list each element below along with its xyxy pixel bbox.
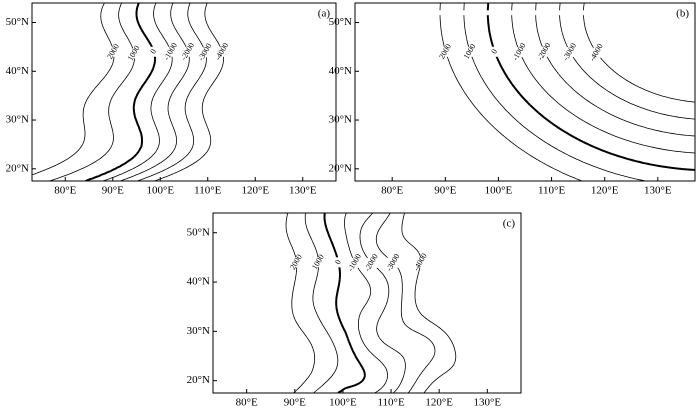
x-tick-label: 110°E [194, 185, 221, 197]
x-tick-label: 90°E [102, 185, 124, 197]
panel-label: (b) [676, 8, 689, 20]
x-tick-label: 120°E [591, 185, 619, 197]
contour-label-bg [178, 46, 199, 57]
x-tick-label: 130°E [289, 185, 317, 197]
contour-line [120, 3, 190, 181]
contour-line [32, 3, 115, 176]
contour-label-bg [534, 46, 555, 57]
panel-label-bg [310, 7, 332, 21]
x-tick-label: 110°E [538, 185, 565, 197]
contour-label-bg [161, 46, 182, 57]
contour-label-bg [361, 257, 382, 268]
y-tick-label: 50°N [6, 16, 29, 28]
plot-frame [212, 212, 522, 394]
contour-line [401, 213, 457, 393]
x-tick-label: 100°E [485, 185, 513, 197]
contour-label-bg [586, 47, 607, 58]
contour-label: 0 [333, 258, 343, 266]
contour-line [323, 213, 366, 393]
contour-label-bg [286, 257, 307, 268]
contour-line [137, 3, 207, 181]
x-tick-label: 110°E [377, 397, 404, 409]
contour-line [463, 3, 646, 181]
contour-label-bg [509, 47, 530, 58]
panel-label: (a) [318, 8, 331, 20]
y-tick-label: 30°N [187, 325, 210, 337]
contour-label-bg [460, 46, 481, 57]
x-tick-label: 90°E [434, 185, 456, 197]
panel-label: (c) [503, 218, 516, 230]
contour-label-bg [195, 47, 216, 58]
contour-line [304, 213, 339, 393]
contour-line [439, 3, 583, 181]
y-tick-label: 20°N [6, 162, 29, 174]
contour-line [85, 3, 157, 181]
contour-label-bg [124, 48, 145, 59]
y-tick-label: 20°N [187, 374, 210, 386]
contour-label: 0 [148, 47, 158, 55]
contour-label-bg [560, 47, 581, 58]
contour-label-bg [383, 257, 404, 268]
contour-line [511, 3, 695, 154]
contour-label-bg [103, 46, 124, 57]
y-tick-label: 50°N [329, 16, 352, 28]
contour-line [344, 213, 388, 393]
panel-label-bg [669, 7, 691, 21]
contour-label-bg [484, 46, 505, 57]
x-tick-label: 100°E [146, 185, 174, 197]
contour-line [285, 213, 315, 393]
x-tick-label: 130°E [474, 397, 502, 409]
x-tick-label: 120°E [241, 185, 269, 197]
y-tick-label: 30°N [329, 114, 352, 126]
x-tick-label: 80°E [236, 397, 258, 409]
y-tick-label: 40°N [329, 65, 352, 77]
contour-label-bg [308, 257, 329, 268]
contour-line [154, 3, 224, 181]
contour-line [486, 3, 695, 171]
contour-label-bg [143, 46, 164, 57]
plot-frame [31, 2, 337, 182]
panel-label-bg [495, 217, 517, 231]
contour-label-bg [435, 46, 456, 57]
y-tick-label: 50°N [187, 226, 210, 238]
x-tick-label: 130°E [644, 185, 672, 197]
x-tick-label: 80°E [54, 185, 76, 197]
y-tick-label: 40°N [187, 276, 210, 288]
contour-label: 0 [489, 47, 499, 55]
y-tick-label: 40°N [6, 65, 29, 77]
x-tick-label: 80°E [381, 185, 403, 197]
contour-label-bg [212, 46, 233, 57]
x-tick-label: 90°E [284, 397, 306, 409]
contour-line [375, 213, 436, 393]
contour-label-bg [344, 257, 365, 268]
y-tick-label: 20°N [329, 162, 352, 174]
x-tick-label: 100°E [329, 397, 357, 409]
contour-label-bg [410, 257, 431, 268]
y-tick-label: 30°N [6, 114, 29, 126]
plot-frame [354, 2, 696, 182]
contour-label-bg [328, 257, 349, 268]
x-tick-label: 120°E [425, 397, 453, 409]
contour-line [535, 3, 695, 137]
